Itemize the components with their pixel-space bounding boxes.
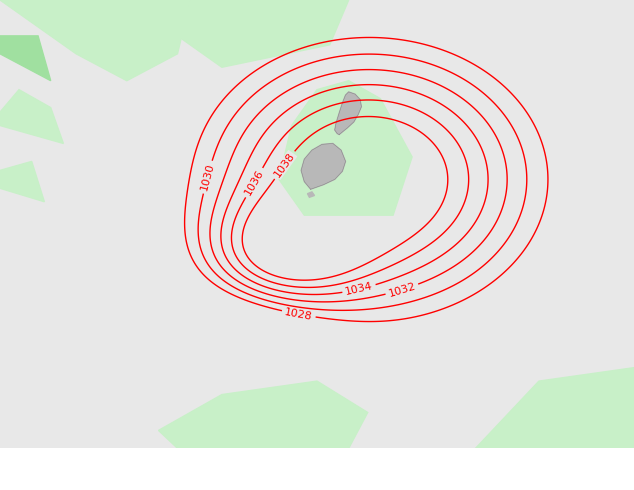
- Text: 1032: 1032: [387, 281, 417, 298]
- Polygon shape: [307, 192, 314, 197]
- Text: 1038: 1038: [272, 150, 297, 179]
- Polygon shape: [301, 144, 346, 189]
- Polygon shape: [178, 0, 349, 67]
- Polygon shape: [158, 381, 368, 448]
- Text: 140: 140: [108, 475, 130, 488]
- Text: ©weatheronline.co.uk: ©weatheronline.co.uk: [496, 478, 631, 488]
- Text: 1030: 1030: [199, 162, 216, 192]
- Polygon shape: [0, 0, 190, 81]
- Text: Th 09-05-2024 00:00 UTC (00+192): Th 09-05-2024 00:00 UTC (00+192): [391, 460, 631, 473]
- Text: 180: 180: [161, 475, 183, 488]
- Text: 100: 100: [55, 475, 77, 488]
- Polygon shape: [476, 368, 634, 448]
- Polygon shape: [279, 81, 412, 215]
- Polygon shape: [0, 161, 44, 202]
- Text: 60: 60: [1, 475, 16, 488]
- Polygon shape: [0, 90, 63, 144]
- Text: 160: 160: [134, 475, 157, 488]
- Text: 1034: 1034: [344, 281, 374, 297]
- Polygon shape: [335, 92, 361, 135]
- Text: 80: 80: [28, 475, 43, 488]
- Text: Jet stream/SLP [kts] DWD: Jet stream/SLP [kts] DWD: [3, 460, 183, 473]
- Polygon shape: [0, 36, 51, 81]
- Text: 1036: 1036: [243, 168, 266, 197]
- Text: 1028: 1028: [284, 307, 314, 321]
- Text: 120: 120: [81, 475, 103, 488]
